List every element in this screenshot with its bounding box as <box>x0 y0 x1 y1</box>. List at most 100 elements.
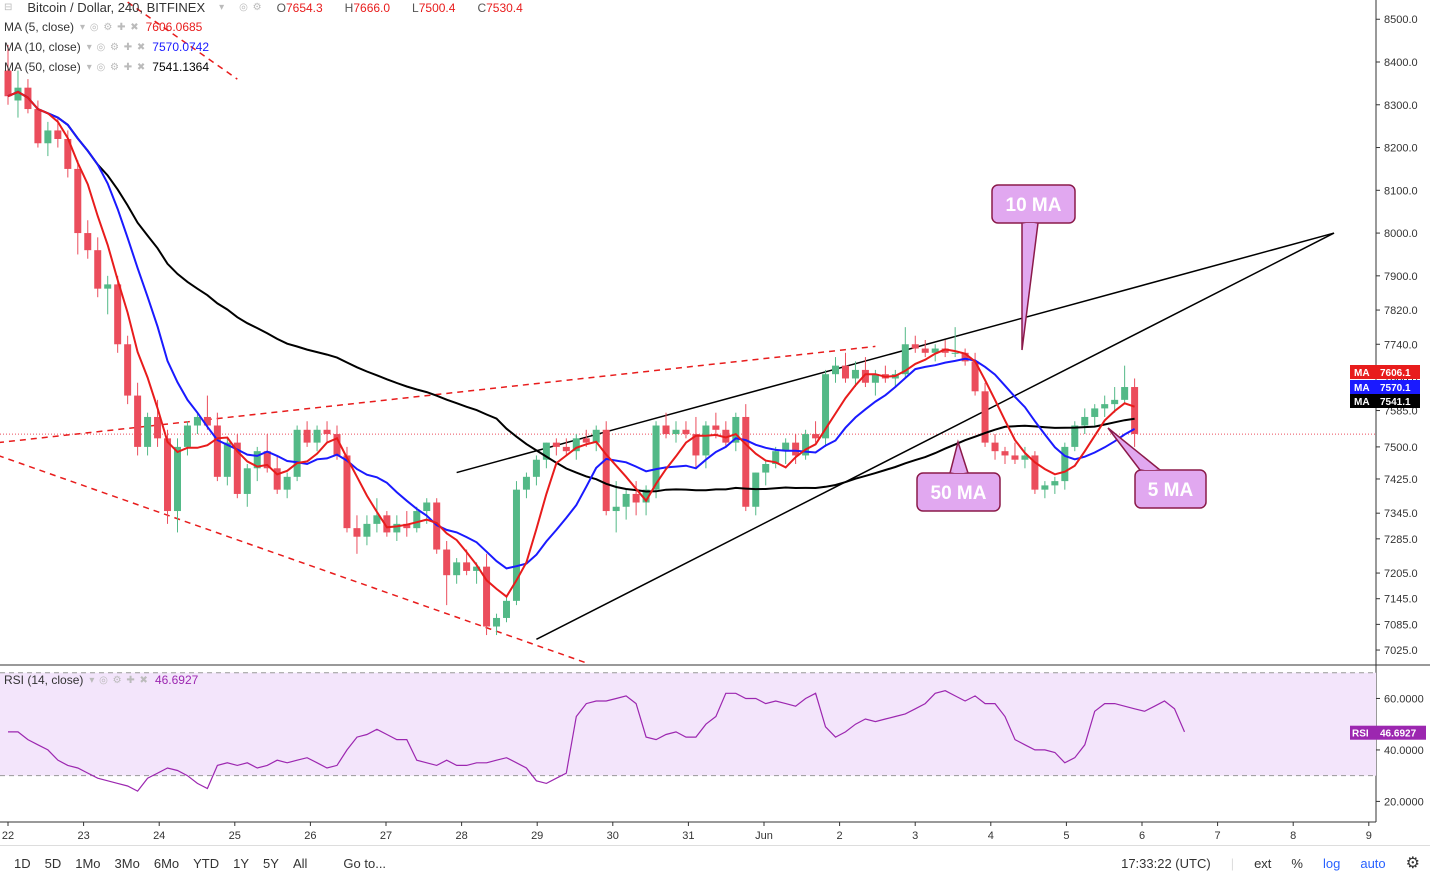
ma-tag-value-bg <box>1376 365 1420 379</box>
ma-tag-label-bg <box>1350 380 1376 394</box>
price-tick-label: 7740.0 <box>1384 339 1418 351</box>
rsi-legend-value: 46.6927 <box>154 673 199 687</box>
annotation-50ma-joint <box>950 471 968 473</box>
rsi-path <box>8 690 1186 792</box>
candle-up <box>851 369 859 379</box>
rsi-legend[interactable]: RSI (14, close) ▾ ◎ ⚙ ✚ ✖ 46.6927 <box>4 673 198 687</box>
candle-down <box>841 365 849 379</box>
timeframe-all[interactable]: All <box>292 855 308 871</box>
percent-toggle[interactable]: % <box>1291 855 1303 871</box>
ext-toggle[interactable]: ext <box>1254 855 1272 871</box>
candle-up <box>144 416 152 447</box>
candle-up <box>243 468 251 494</box>
ma10-legend-value: 7570.0742 <box>152 40 210 54</box>
lower-channel-dashed <box>0 455 587 664</box>
bottom-toolbar: 1D 5D 1Mo 3Mo 6Mo YTD 1Y 5Y All Go to...… <box>0 845 1430 880</box>
annotations[interactable]: 10 MA 50 MA 5 MA <box>916 184 1207 512</box>
candle-up <box>473 566 481 571</box>
candle-up <box>14 87 22 101</box>
candle-down <box>682 429 690 435</box>
ma5-legend[interactable]: MA (5, close) ▾ ◎ ⚙ ✚ ✖ 7606.0685 <box>4 20 202 34</box>
candle-up <box>762 464 770 473</box>
price-tick-label: 8300.0 <box>1384 100 1418 112</box>
time-tick-label: 9 <box>1366 830 1372 842</box>
timeframe-ytd[interactable]: YTD <box>193 855 220 871</box>
candle-down <box>812 434 820 439</box>
candle-up <box>782 442 790 452</box>
price-tick-label: 7500.0 <box>1384 442 1418 454</box>
price-tick-label: 7345.0 <box>1384 508 1418 520</box>
timeframe-5y[interactable]: 5Y <box>263 855 279 871</box>
candle-down <box>273 468 281 490</box>
log-toggle[interactable]: log <box>1322 855 1341 871</box>
candle-down <box>114 284 122 345</box>
collapse-icon[interactable]: ⊟ <box>4 2 14 13</box>
price-tick-label: 7205.0 <box>1384 568 1418 580</box>
candle-up <box>542 442 550 460</box>
candle-down <box>353 528 361 537</box>
time-tick-label: 31 <box>682 830 694 842</box>
symbol-title: Bitcoin / Dollar, 240, BITFINEX <box>27 0 206 15</box>
candle-down <box>333 434 341 456</box>
rsi-tick-label: 20.0000 <box>1384 796 1424 808</box>
candle-down <box>383 515 391 533</box>
time-tick-label: 6 <box>1139 830 1145 842</box>
candle-up <box>413 511 421 529</box>
time-tick-label: 7 <box>1215 830 1221 842</box>
price-tick-label: 8200.0 <box>1384 143 1418 155</box>
candle-down <box>203 416 211 426</box>
divider: | <box>1230 855 1235 871</box>
time-axis[interactable]: 22 23 24 25 26 27 28 29 30 31 Jun 2 3 4 5 6 7 8 9 <box>2 822 1372 842</box>
price-tick-label: 8500.0 <box>1384 14 1418 26</box>
ma10-legend-name: MA (10, close) <box>4 40 81 54</box>
ma50-legend[interactable]: MA (50, close) ▾ ◎ ⚙ ✚ ✖ 7541.1364 <box>4 60 209 74</box>
rsi-tag-value: 46.6927 <box>1380 729 1417 740</box>
timeframe-5d[interactable]: 5D <box>44 855 62 871</box>
symbol-legend[interactable]: ⊟ Bitcoin / Dollar, 240, BITFINEX ▾ ◎ ⚙ … <box>4 0 539 15</box>
timeframe-1mo[interactable]: 1Mo <box>75 855 101 871</box>
gear-icon[interactable]: ⚙ <box>1405 855 1420 872</box>
time-tick-label: 2 <box>837 830 843 842</box>
price-tick-label: 8400.0 <box>1384 57 1418 69</box>
price-axis[interactable]: 8500.0 8400.0 8300.0 8200.0 8100.0 8000.0 7900… <box>1350 14 1420 657</box>
wedge-lower-line <box>536 232 1335 641</box>
rsi-band <box>0 672 1376 777</box>
timeframe-1d[interactable]: 1D <box>14 855 31 871</box>
goto-button[interactable]: Go to... <box>343 855 387 871</box>
timeframe-6mo[interactable]: 6Mo <box>153 855 180 871</box>
candle-up <box>293 429 301 477</box>
chevron-down-icon[interactable]: ▾ <box>219 2 226 13</box>
timeframe-1y[interactable]: 1Y <box>233 855 250 871</box>
time-tick-label: 3 <box>912 830 918 842</box>
timeframe-3mo[interactable]: 3Mo <box>114 855 140 871</box>
candle-up <box>1121 387 1129 400</box>
utc-clock[interactable]: 17:33:22 (UTC) <box>1121 855 1211 871</box>
candle-down <box>941 348 949 353</box>
indicator-controls-icon[interactable]: ▾ ◎ ⚙ ✚ ✖ <box>89 674 149 686</box>
candle-up <box>1061 446 1069 482</box>
candle-up <box>822 374 830 439</box>
candle-up <box>532 459 540 477</box>
annotation-50ma-pointer <box>949 439 970 474</box>
ma-tag-value: 7606.1 <box>1380 368 1411 379</box>
price-tick-label: 7285.0 <box>1384 534 1418 546</box>
candle-up <box>951 352 959 354</box>
time-tick-label: Jun <box>755 830 773 842</box>
candle-down <box>84 233 92 251</box>
indicator-controls-icon[interactable]: ▾ ◎ ⚙ ✚ ✖ <box>86 41 147 53</box>
candle-down <box>134 395 142 447</box>
ohlc-open: O7654.3 <box>276 0 323 15</box>
candle-up <box>732 416 740 443</box>
legend-controls-icon[interactable]: ◎ ⚙ <box>239 2 263 13</box>
candle-down <box>213 425 221 477</box>
indicator-controls-icon[interactable]: ▾ ◎ ⚙ ✚ ✖ <box>80 21 140 33</box>
price-tick-label: 7900.0 <box>1384 271 1418 283</box>
rsi-axis[interactable]: 60.0000 40.0000 20.0000 RSI 46.6927 <box>1350 693 1426 808</box>
indicator-controls-icon[interactable]: ▾ ◎ ⚙ ✚ ✖ <box>86 61 147 73</box>
candle-up <box>44 130 52 144</box>
ma10-legend[interactable]: MA (10, close) ▾ ◎ ⚙ ✚ ✖ 7570.0742 <box>4 40 209 54</box>
auto-toggle[interactable]: auto <box>1360 855 1386 871</box>
candle-down <box>712 425 720 430</box>
annotation-5ma-text: 5 MA <box>1148 480 1194 501</box>
